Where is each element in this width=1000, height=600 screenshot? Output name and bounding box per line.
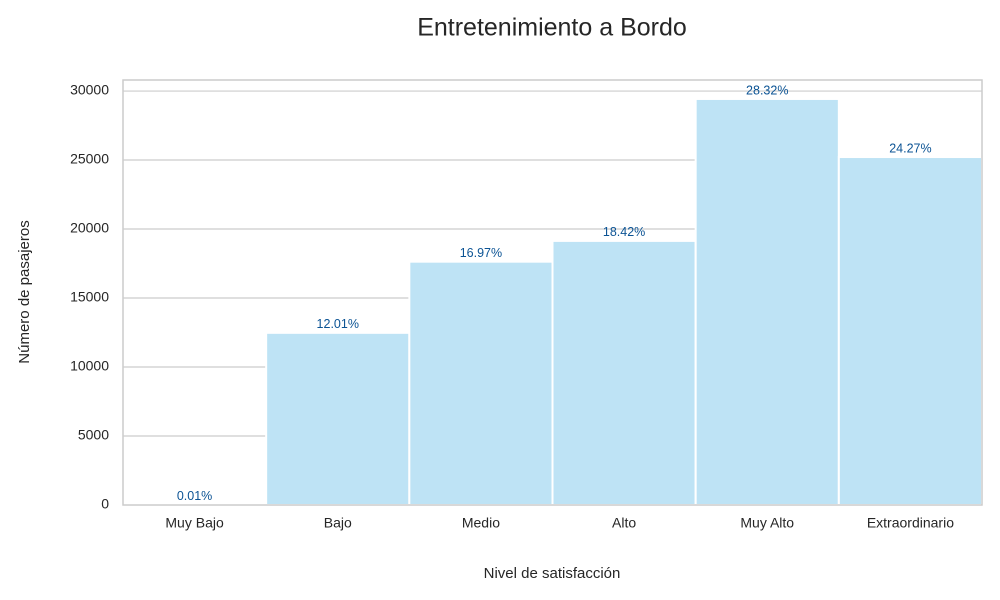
y-axis-label: Número de pasajeros (16, 220, 33, 363)
data-label: 12.01% (317, 317, 359, 331)
data-label: 28.32% (746, 83, 788, 97)
data-label: 18.42% (603, 225, 645, 239)
y-tick-label: 30000 (70, 82, 109, 98)
data-label: 0.01% (177, 489, 212, 503)
x-tick-label: Medio (462, 515, 500, 531)
x-tick-label: Alto (612, 515, 636, 531)
bar (694, 97, 840, 507)
chart-title: Entretenimiento a Bordo (417, 14, 687, 42)
y-tick-label: 20000 (70, 220, 109, 236)
y-tick-label: 25000 (70, 151, 109, 167)
x-tick-label: Extraordinario (867, 515, 954, 531)
data-label: 24.27% (889, 141, 931, 155)
x-tick-label: Muy Bajo (165, 515, 224, 531)
y-tick-label: 10000 (70, 358, 109, 374)
bar (837, 156, 983, 506)
bar (265, 331, 411, 506)
data-label: 16.97% (460, 246, 502, 260)
x-axis-label: Nivel de satisfacción (484, 565, 621, 582)
y-tick-label: 15000 (70, 289, 109, 305)
bar (408, 260, 554, 506)
x-tick-label: Muy Alto (740, 515, 794, 531)
bar (551, 239, 697, 507)
y-tick-label: 5000 (78, 427, 109, 443)
x-tick-label: Bajo (324, 515, 352, 531)
plot-frame (122, 79, 983, 506)
y-tick-label: 0 (101, 496, 109, 512)
